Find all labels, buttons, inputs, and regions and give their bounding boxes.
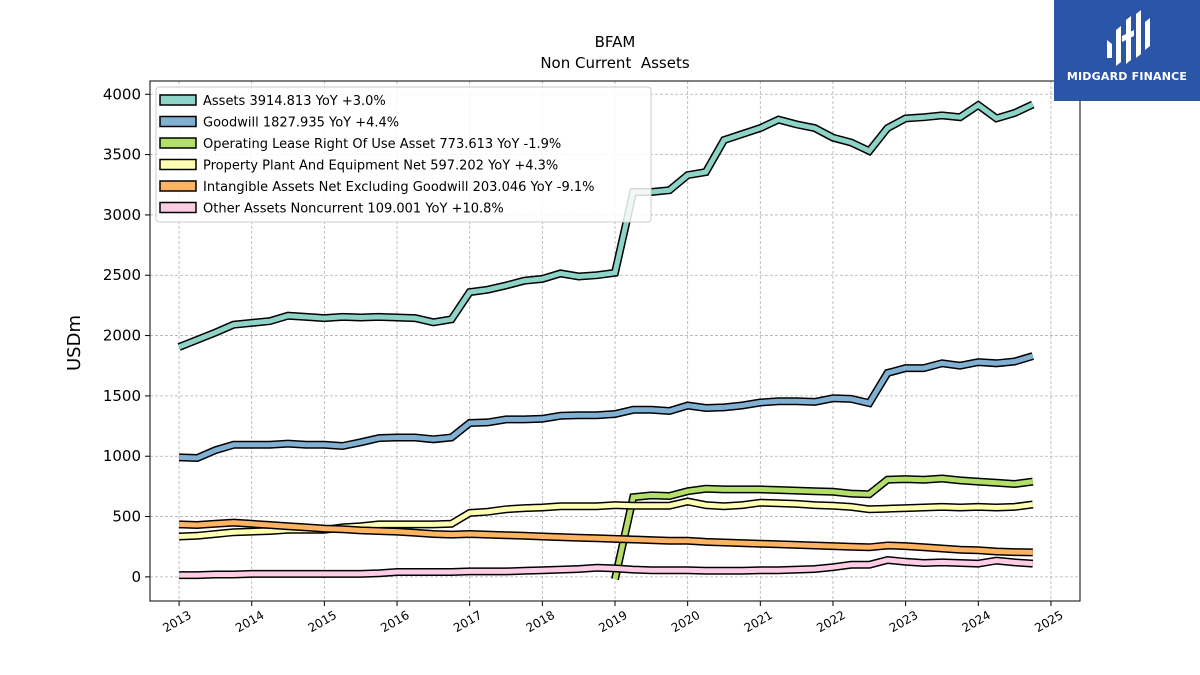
y-tick-label: 3000: [103, 206, 141, 224]
y-tick-label: 1500: [103, 387, 141, 405]
series-line: [612, 475, 1034, 580]
y-axis: 0 500 1000 1500 2000 2500 3000 3500 4000: [103, 85, 150, 586]
y-tick-label: 2000: [103, 327, 141, 345]
x-tick-label: 2019: [596, 608, 629, 635]
x-tick-label: 2024: [960, 608, 993, 635]
y-tick-label: 3500: [103, 146, 141, 164]
brand-name: MIDGARD FINANCE: [1066, 70, 1188, 83]
legend-swatch: [159, 137, 197, 149]
series-line: [179, 520, 1033, 555]
x-tick-label: 2014: [233, 608, 266, 635]
y-tick-label: 1000: [103, 447, 141, 465]
legend-label: Goodwill 1827.935 YoY +4.4%: [203, 116, 399, 131]
legend-swatch: [159, 158, 197, 171]
x-tick-label: 2020: [669, 608, 702, 635]
legend-label: Intangible Assets Net Excluding Goodwill…: [203, 180, 594, 195]
y-axis-label: USDm: [64, 315, 85, 371]
x-tick-label: 2018: [524, 608, 557, 635]
grid: [150, 81, 1080, 601]
brand-logo: MIDGARD FINANCE: [1054, 0, 1200, 101]
x-tick-label: 2022: [814, 608, 847, 635]
x-tick-label: 2025: [1032, 608, 1065, 635]
x-tick-label: 2015: [306, 608, 339, 635]
legend: Assets 3914.813 YoY +3.0% Goodwill 1827.9…: [155, 86, 652, 223]
midgard-logo-icon: [1107, 10, 1150, 66]
y-tick-label: 500: [112, 508, 141, 526]
legend-label: Property Plant And Equipment Net 597.202…: [203, 159, 558, 174]
legend-label: Assets 3914.813 YoY +3.0%: [203, 94, 386, 109]
x-axis: 2013 2014 2015 2016 2017 2018 2019 2020 2021 2022…: [160, 601, 1066, 635]
legend-swatch: [159, 94, 197, 106]
y-tick-label: 2500: [103, 266, 141, 284]
legend-swatch: [159, 201, 197, 214]
series-line: [179, 353, 1034, 461]
y-tick-label: 4000: [103, 85, 141, 103]
series-line: [178, 102, 1034, 350]
x-tick-label: 2023: [887, 608, 920, 635]
x-tick-label: 2016: [378, 608, 411, 635]
legend-box: [155, 86, 652, 223]
chart-title: BFAM: [595, 33, 636, 51]
legend-label: Operating Lease Right Of Use Asset 773.6…: [203, 137, 561, 152]
x-tick-label: 2017: [451, 608, 484, 635]
legend-label: Other Assets Noncurrent 109.001 YoY +10.…: [203, 202, 504, 217]
x-tick-label: 2013: [160, 608, 193, 635]
legend-swatch: [159, 115, 197, 128]
chart-subtitle: Non Current Assets: [540, 54, 690, 72]
x-tick-label: 2021: [742, 608, 775, 635]
series-line: [179, 557, 1033, 578]
series-lines: [177, 100, 1035, 581]
y-tick-label: 0: [131, 568, 141, 586]
legend-swatch: [159, 180, 197, 192]
